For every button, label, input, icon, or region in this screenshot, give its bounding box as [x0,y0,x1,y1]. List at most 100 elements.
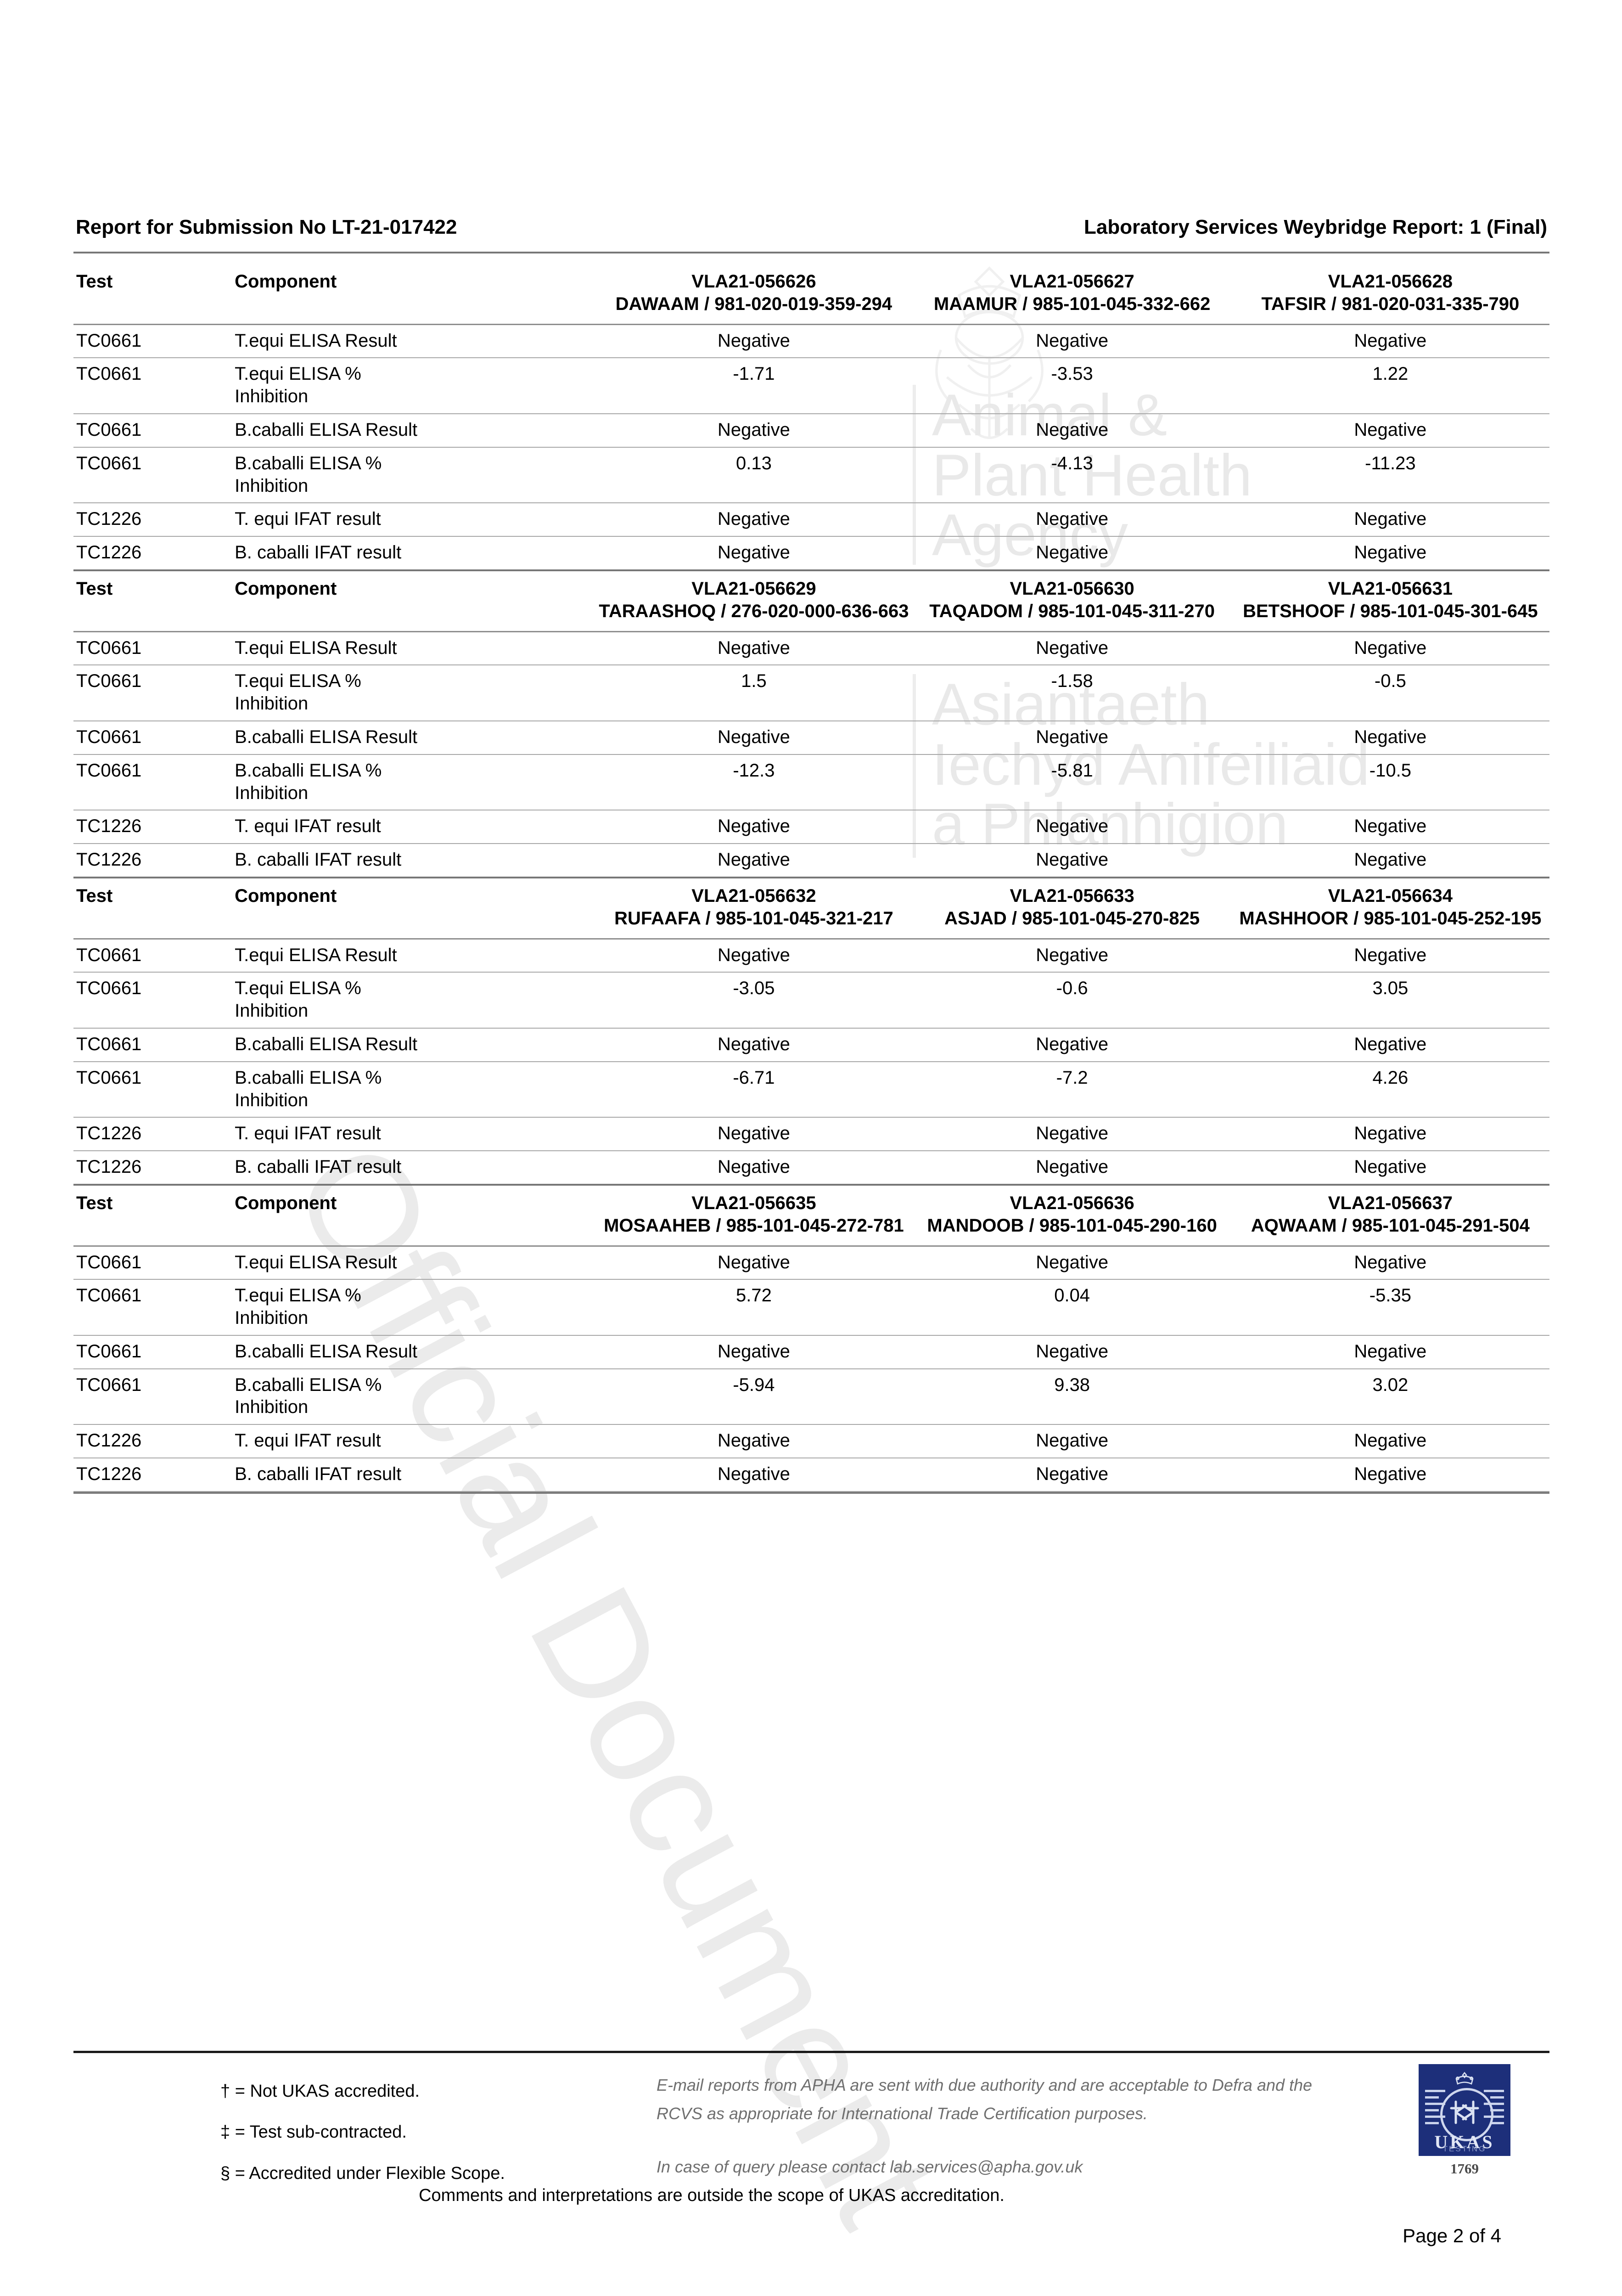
cell-result-value: Negative [913,631,1231,666]
table-row: TC0661 B.caballi ELISA Result Negative Nega… [73,1028,1549,1062]
cell-result-value: Negative [913,536,1231,571]
submission-title: Report for Submission No LT-21-017422 [76,216,457,238]
cell-test-code: TC0661 [73,754,232,811]
cell-result-value: Negative [1231,1458,1549,1492]
ukas-accreditation-logo: UKAS TESTING 1769 [1419,2064,1510,2177]
cell-result-value: Negative [913,413,1231,448]
cell-result-value: 1.5 [595,665,913,721]
cell-result-value: -5.94 [595,1368,913,1425]
cell-result-value: Negative [1231,631,1549,666]
cell-component: T.equi ELISA % Inhibition [232,358,595,414]
sample-id: VLA21-056628 [1328,271,1453,292]
cell-component: T. equi IFAT result [232,1424,595,1459]
sample-id: VLA21-056633 [1010,885,1134,906]
cell-result-value: Negative [1231,810,1549,844]
cell-result-value: 0.13 [595,447,913,504]
table-row: TC0661 B.caballi ELISA % Inhibition 0.13 -4.… [73,447,1549,504]
cell-result-value: -5.35 [1231,1279,1549,1336]
cell-result-value: Negative [913,810,1231,844]
cell-result-value: Negative [913,720,1231,755]
sample-column-header: VLA21-056627 MAAMUR / 985-101-045-332-662 [913,264,1231,325]
cell-result-value: -11.23 [1231,447,1549,504]
table-row: TC1226 T. equi IFAT result Negative Negativ… [73,1117,1549,1152]
cell-result-value: 9.38 [913,1368,1231,1425]
cell-result-value: 3.02 [1231,1368,1549,1425]
email-authority-note: E-mail reports from APHA are sent with d… [657,2076,1313,2123]
sample-group-header: Test Component VLA21-056635 MOSAAHEB / 985-… [73,1183,1549,1247]
cell-component: B.caballi ELISA % Inhibition [232,1368,595,1425]
cell-component: B.caballi ELISA % Inhibition [232,754,595,811]
sample-column-header: VLA21-056629 TARAASHOQ / 276-020-000-636-… [595,569,913,632]
cell-test-code: TC0661 [73,631,232,666]
cell-test-code: TC0661 [73,1335,232,1369]
ukas-testing-label: TESTING [1442,2144,1487,2153]
page-number: Page 2 of 4 [1403,2225,1501,2246]
sample-detail: DAWAAM / 981-020-019-359-294 [615,293,892,314]
footnote-notes: E-mail reports from APHA are sent with d… [657,2071,1345,2181]
cell-result-value: Negative [1231,1335,1549,1369]
cell-test-code: TC0661 [73,324,232,359]
cell-result-value: Negative [595,720,913,755]
table-row: TC0661 T.equi ELISA % Inhibition 1.5 -1.58 -0… [73,665,1549,721]
cell-result-value: Negative [913,324,1231,359]
cell-result-value: Negative [913,939,1231,973]
cell-component: B. caballi IFAT result [232,536,595,571]
cell-result-value: -7.2 [913,1061,1231,1118]
cell-result-value: Negative [595,324,913,359]
cell-test-code: TC0661 [73,1061,232,1118]
cell-result-value: 5.72 [595,1279,913,1336]
cell-result-value: Negative [595,1151,913,1185]
sample-detail: AQWAAM / 985-101-045-291-504 [1251,1215,1530,1236]
footnote-symbols: † = Not UKAS accredited. ‡ = Test sub-co… [220,2071,661,2194]
table-row: TC0661 T.equi ELISA Result Negative Negativ… [73,1246,1549,1280]
cell-result-value: -3.53 [913,358,1231,414]
cell-test-code: TC0661 [73,1368,232,1425]
cell-result-value: Negative [1231,939,1549,973]
cell-test-code: TC0661 [73,1246,232,1280]
sample-id: VLA21-056626 [691,271,816,292]
cell-result-value: Negative [1231,324,1549,359]
cell-component: T.equi ELISA % Inhibition [232,665,595,721]
cell-component: T.equi ELISA Result [232,324,595,359]
column-header-component: Component [232,876,595,940]
report-header: Report for Submission No LT-21-017422 La… [76,216,1547,239]
ukas-wordmark: UKAS [1434,2132,1495,2152]
cell-result-value: Negative [595,536,913,571]
cell-test-code: TC1226 [73,844,232,878]
cell-result-value: Negative [913,1117,1231,1152]
sample-id: VLA21-056637 [1328,1193,1453,1213]
cell-result-value: Negative [1231,1424,1549,1459]
cell-result-value: Negative [595,503,913,537]
sample-detail: TAQADOM / 985-101-045-311-270 [929,601,1215,621]
sample-detail: MOSAAHEB / 985-101-045-272-781 [604,1215,904,1236]
sample-id: VLA21-056635 [691,1193,816,1213]
table-row: TC0661 B.caballi ELISA Result Negative Nega… [73,720,1549,755]
cell-component: B.caballi ELISA Result [232,1335,595,1369]
cell-test-code: TC1226 [73,1458,232,1492]
cell-test-code: TC0661 [73,358,232,414]
cell-result-value: Negative [913,1151,1231,1185]
sample-group-header: Test Component VLA21-056632 RUFAAFA / 985-1… [73,876,1549,940]
sample-column-header: VLA21-056634 MASHHOOR / 985-101-045-252-1… [1231,876,1549,940]
cell-result-value: -12.3 [595,754,913,811]
cell-result-value: 0.04 [913,1279,1231,1336]
table-row: TC0661 T.equi ELISA Result Negative Negativ… [73,939,1549,973]
cell-test-code: TC0661 [73,720,232,755]
cell-result-value: Negative [595,844,913,878]
column-header-component: Component [232,569,595,632]
table-row: TC1226 T. equi IFAT result Negative Negativ… [73,503,1549,537]
sample-id: VLA21-056630 [1010,578,1134,599]
sample-column-header: VLA21-056632 RUFAAFA / 985-101-045-321-21… [595,876,913,940]
footer-rule [73,2051,1549,2053]
cell-component: B. caballi IFAT result [232,1151,595,1185]
cell-component: B.caballi ELISA Result [232,413,595,448]
cell-component: T. equi IFAT result [232,503,595,537]
table-row: TC0661 T.equi ELISA % Inhibition 5.72 0.04 -5… [73,1279,1549,1336]
cell-result-value: Negative [1231,1028,1549,1062]
table-row: TC1226 B. caballi IFAT result Negative Nega… [73,1151,1549,1185]
sample-detail: MASHHOOR / 985-101-045-252-195 [1239,908,1542,929]
sample-detail: BETSHOOF / 985-101-045-301-645 [1243,601,1538,621]
column-header-test: Test [73,264,232,325]
footnote-symbol: ‡ = Test sub-contracted. [220,2122,407,2142]
sample-detail: RUFAAFA / 985-101-045-321-217 [614,908,893,929]
